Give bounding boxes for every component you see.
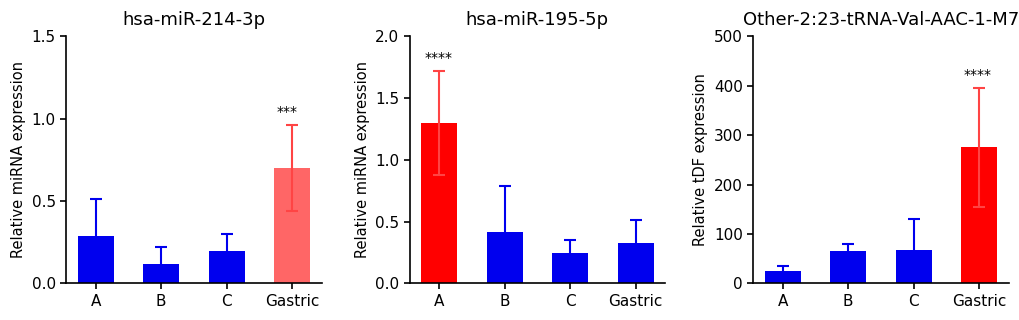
Text: ****: **** bbox=[963, 68, 990, 82]
Bar bbox=[960, 148, 996, 284]
Bar bbox=[616, 243, 653, 284]
Title: hsa-miR-214-3p: hsa-miR-214-3p bbox=[122, 11, 265, 29]
Text: ****: **** bbox=[424, 51, 451, 65]
Text: ***: *** bbox=[277, 105, 298, 119]
Y-axis label: Relative tDF expression: Relative tDF expression bbox=[693, 73, 707, 246]
Bar bbox=[274, 168, 310, 284]
Title: Other-2:23-tRNA-Val-AAC-1-M7: Other-2:23-tRNA-Val-AAC-1-M7 bbox=[742, 11, 1018, 29]
Bar bbox=[551, 252, 588, 284]
Bar bbox=[209, 251, 245, 284]
Bar bbox=[486, 232, 522, 284]
Y-axis label: Relative miRNA expression: Relative miRNA expression bbox=[11, 61, 26, 258]
Bar bbox=[764, 271, 800, 284]
Bar bbox=[421, 123, 457, 284]
Bar bbox=[143, 264, 179, 284]
Bar bbox=[829, 251, 865, 284]
Y-axis label: Relative miRNA expression: Relative miRNA expression bbox=[355, 61, 369, 258]
Title: hsa-miR-195-5p: hsa-miR-195-5p bbox=[466, 11, 608, 29]
Bar bbox=[77, 236, 114, 284]
Bar bbox=[895, 250, 930, 284]
